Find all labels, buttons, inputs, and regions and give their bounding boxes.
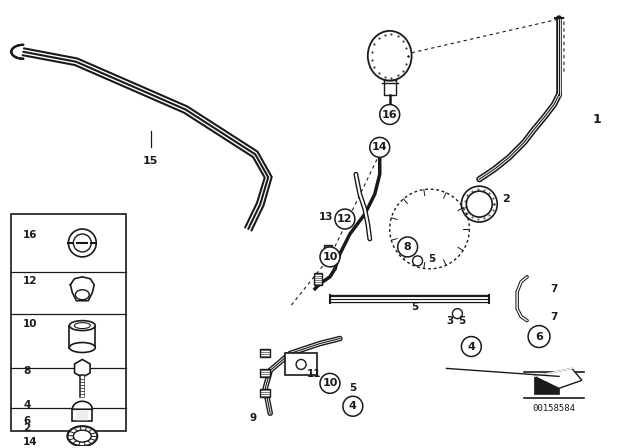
Polygon shape — [72, 409, 92, 421]
Circle shape — [461, 336, 481, 357]
Circle shape — [296, 359, 306, 370]
Circle shape — [343, 396, 363, 416]
Circle shape — [380, 104, 399, 125]
Bar — [285, 353, 317, 375]
Text: 5: 5 — [458, 316, 465, 326]
Circle shape — [413, 256, 422, 266]
Text: 15: 15 — [143, 156, 159, 166]
Text: 5: 5 — [428, 254, 435, 264]
Circle shape — [320, 247, 340, 267]
Text: 12: 12 — [23, 276, 38, 286]
Text: 2: 2 — [23, 423, 31, 433]
Text: 7: 7 — [550, 312, 557, 322]
Polygon shape — [75, 359, 90, 377]
Ellipse shape — [74, 430, 92, 442]
Bar — [260, 349, 270, 358]
Text: 9: 9 — [250, 413, 257, 423]
Polygon shape — [72, 401, 92, 409]
Text: 16: 16 — [382, 109, 397, 120]
Ellipse shape — [67, 426, 97, 446]
Text: 6: 6 — [23, 416, 31, 426]
Text: 12: 12 — [337, 214, 353, 224]
Bar — [324, 245, 332, 257]
Text: 13: 13 — [319, 212, 333, 222]
Text: 2: 2 — [502, 194, 510, 204]
Text: 6: 6 — [535, 332, 543, 341]
Circle shape — [528, 326, 550, 348]
Circle shape — [320, 373, 340, 393]
Text: 14: 14 — [372, 142, 388, 152]
Text: 3: 3 — [446, 316, 453, 326]
Ellipse shape — [69, 321, 95, 331]
Text: 10: 10 — [23, 319, 38, 328]
Text: 5: 5 — [411, 302, 418, 312]
Text: 5: 5 — [349, 383, 356, 393]
Bar — [260, 370, 270, 377]
Circle shape — [68, 229, 96, 257]
Text: 7: 7 — [550, 284, 557, 294]
Text: 14: 14 — [23, 437, 38, 447]
Polygon shape — [534, 368, 582, 388]
Bar — [69, 326, 95, 348]
Text: 16: 16 — [23, 230, 38, 240]
Circle shape — [397, 237, 417, 257]
Bar — [314, 273, 322, 285]
Text: 4: 4 — [349, 401, 356, 411]
Bar — [260, 389, 270, 397]
Text: 4: 4 — [23, 400, 31, 410]
Text: 8: 8 — [404, 242, 412, 252]
Text: 10: 10 — [323, 379, 338, 388]
Polygon shape — [534, 376, 559, 394]
Text: 1: 1 — [593, 113, 601, 126]
Bar — [12, 214, 126, 431]
Text: 8: 8 — [23, 366, 31, 376]
Ellipse shape — [69, 343, 95, 353]
Circle shape — [452, 309, 462, 319]
Circle shape — [335, 209, 355, 229]
Text: 4: 4 — [467, 341, 476, 352]
Text: 00158584: 00158584 — [532, 404, 575, 413]
Text: 11: 11 — [307, 370, 321, 379]
Circle shape — [370, 138, 390, 157]
Text: 10: 10 — [323, 252, 338, 262]
